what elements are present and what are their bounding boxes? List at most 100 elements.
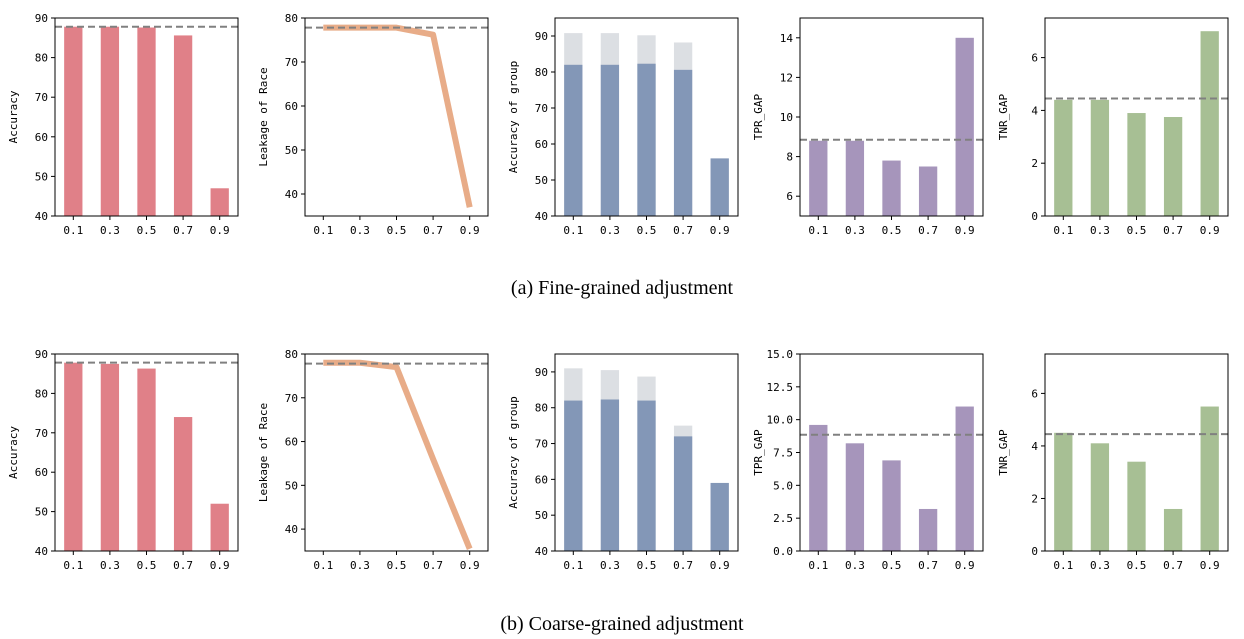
y-tick-label: 90 [535, 366, 548, 379]
chart-a5: 0 2 4 6 0.1 0.3 0.5 0.7 0.9 TNR_GAP [997, 17, 1229, 237]
y-tick-label: 90 [35, 12, 48, 25]
y-tick-label: 60 [535, 473, 548, 486]
plot-frame [1044, 17, 1229, 217]
x-tick-label: 0.7 [673, 224, 693, 237]
x-tick-label: 0.5 [1127, 224, 1147, 237]
bar [1127, 461, 1146, 551]
y-tick-label: 50 [535, 174, 548, 187]
y-tick-label: 80 [35, 52, 48, 65]
caption-fine-grained: (a) Fine-grained adjustment [511, 277, 734, 299]
x-tick-label: 0.3 [1090, 224, 1110, 237]
bar [845, 443, 865, 551]
chart-b2: 40 50 60 70 80 0.1 0.3 0.5 0.7 0.9 Leakage of Race [257, 348, 489, 572]
y-tick-label: 80 [535, 66, 548, 79]
plot-frame [554, 353, 739, 552]
y-axis-label: Accuracy of group [507, 396, 520, 509]
bar-group-base [600, 64, 620, 216]
bar-group-base [564, 64, 583, 216]
bar-group-base [600, 399, 620, 551]
plot-frame [799, 353, 984, 552]
x-tick-label: 0.9 [460, 559, 480, 572]
y-axis-label: TNR_GAP [997, 429, 1010, 476]
bar-group-base [673, 69, 693, 216]
x-tick-label: 0.7 [173, 224, 193, 237]
bar [100, 26, 120, 216]
y-tick-label: 80 [285, 12, 298, 25]
y-axis-label: Accuracy [7, 426, 20, 479]
bar [1054, 99, 1073, 216]
y-tick-label: 70 [535, 102, 548, 115]
bar [955, 37, 974, 216]
y-tick-label: 2.5 [773, 512, 793, 525]
y-tick-label: 60 [535, 138, 548, 151]
y-tick-label: 50 [285, 479, 298, 492]
x-tick-label: 0.5 [387, 559, 407, 572]
bar [173, 417, 193, 551]
x-tick-label: 0.7 [1163, 559, 1183, 572]
bar [173, 35, 193, 217]
y-tick-label: 6 [786, 190, 793, 203]
y-tick-label: 40 [35, 210, 48, 223]
x-tick-label: 0.1 [563, 224, 583, 237]
x-tick-label: 0.1 [63, 224, 83, 237]
y-tick-label: 0 [1031, 210, 1038, 223]
bar [210, 503, 229, 551]
y-tick-label: 4 [1031, 440, 1038, 453]
x-tick-label: 0.9 [710, 559, 730, 572]
y-tick-label: 60 [285, 436, 298, 449]
x-tick-label: 0.9 [955, 224, 975, 237]
bar [100, 363, 120, 551]
x-tick-label: 0.3 [100, 559, 120, 572]
y-tick-label: 40 [35, 545, 48, 558]
x-tick-label: 0.3 [600, 559, 620, 572]
plot-frame [54, 17, 239, 217]
x-tick-label: 0.7 [1163, 224, 1183, 237]
bar [955, 406, 974, 551]
y-axis-label: Leakage of Race [257, 403, 270, 502]
leakage-line [323, 359, 473, 550]
bar [64, 26, 83, 216]
bar-group-base [564, 400, 583, 551]
bar [210, 188, 229, 216]
x-tick-label: 0.9 [1200, 224, 1220, 237]
bar [1090, 443, 1110, 551]
x-tick-label: 0.5 [637, 559, 657, 572]
y-tick-label: 12 [780, 71, 793, 84]
y-tick-label: 70 [35, 427, 48, 440]
y-tick-label: 7.5 [773, 447, 793, 460]
chart-a1: 40 50 60 70 80 90 0.1 0.3 0.5 0.7 0.9 Accuracy [7, 12, 239, 237]
x-tick-label: 0.7 [423, 559, 443, 572]
y-tick-label: 50 [285, 144, 298, 157]
x-tick-label: 0.1 [563, 559, 583, 572]
y-tick-label: 50 [535, 509, 548, 522]
chart-b4: 0.0 2.5 5.0 7.5 10.0 12.5 15.0 0.1 0.3 0.5 0.7 0.9 T… [752, 348, 984, 572]
bar [64, 362, 83, 551]
x-tick-label: 0.7 [918, 559, 938, 572]
y-tick-label: 50 [35, 170, 48, 183]
y-tick-label: 14 [780, 32, 794, 45]
y-tick-label: 90 [535, 30, 548, 43]
x-tick-label: 0.1 [1053, 559, 1073, 572]
leakage-line [323, 24, 473, 208]
y-tick-label: 10 [780, 111, 793, 124]
y-tick-label: 50 [35, 506, 48, 519]
y-tick-label: 2 [1031, 492, 1038, 505]
y-tick-label: 15.0 [767, 348, 794, 361]
y-tick-label: 60 [35, 466, 48, 479]
x-tick-label: 0.9 [460, 224, 480, 237]
y-tick-label: 40 [535, 545, 548, 558]
chart-b3: 40 50 60 70 80 90 0.1 0.3 0.5 0.7 0.9 Accuracy of g… [507, 353, 739, 572]
bar [845, 140, 865, 216]
y-axis-label: Leakage of Race [257, 67, 270, 166]
bar [1090, 99, 1110, 216]
plot-frame [54, 353, 239, 552]
x-tick-label: 0.5 [882, 224, 902, 237]
bar [918, 166, 938, 216]
bar-group-base [710, 482, 729, 551]
y-tick-label: 0 [1031, 545, 1038, 558]
x-tick-label: 0.3 [350, 559, 370, 572]
bar [137, 27, 156, 217]
x-tick-label: 0.9 [955, 559, 975, 572]
